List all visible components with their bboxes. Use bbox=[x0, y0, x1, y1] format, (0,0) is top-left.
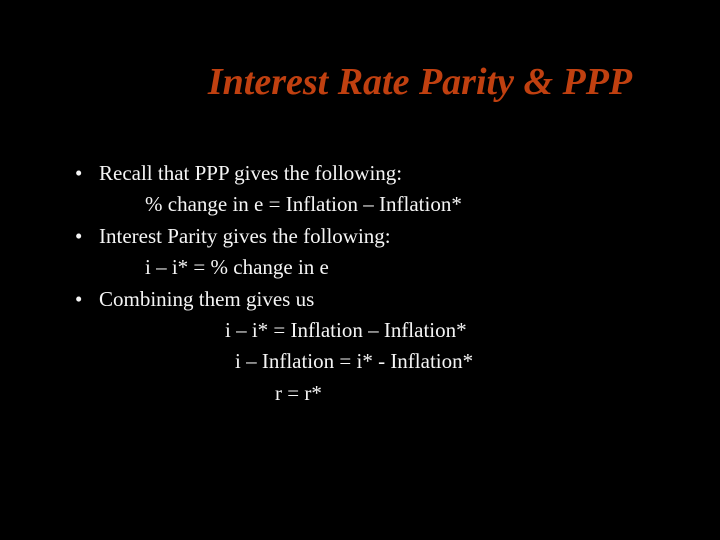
slide-content: • Recall that PPP gives the following: %… bbox=[75, 159, 665, 408]
bullet-marker: • bbox=[75, 159, 99, 188]
subline: r = r* bbox=[75, 379, 665, 408]
subline: i – Inflation = i* - Inflation* bbox=[75, 347, 665, 376]
bullet-item: • Interest Parity gives the following: bbox=[75, 222, 665, 251]
subline: % change in e = Inflation – Inflation* bbox=[75, 190, 665, 219]
bullet-text: Interest Parity gives the following: bbox=[99, 222, 665, 251]
subline: i – i* = % change in e bbox=[75, 253, 665, 282]
bullet-item: • Combining them gives us bbox=[75, 285, 665, 314]
slide-title: Interest Rate Parity & PPP bbox=[75, 60, 665, 104]
subline: i – i* = Inflation – Inflation* bbox=[75, 316, 665, 345]
bullet-item: • Recall that PPP gives the following: bbox=[75, 159, 665, 188]
bullet-marker: • bbox=[75, 222, 99, 251]
bullet-marker: • bbox=[75, 285, 99, 314]
bullet-text: Combining them gives us bbox=[99, 285, 665, 314]
slide-container: Interest Rate Parity & PPP • Recall that… bbox=[0, 0, 720, 540]
bullet-text: Recall that PPP gives the following: bbox=[99, 159, 665, 188]
